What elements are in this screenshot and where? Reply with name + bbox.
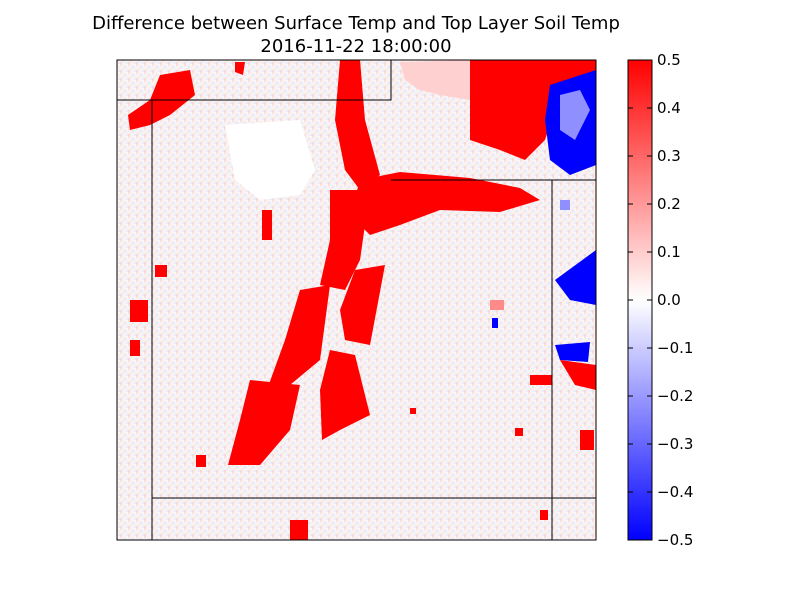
positive-patch bbox=[580, 430, 594, 450]
chart-title: Difference between Surface Temp and Top … bbox=[92, 13, 620, 34]
positive-patch bbox=[560, 360, 596, 390]
negative-patch bbox=[560, 200, 570, 210]
colorbar-tick-label: 0.3 bbox=[657, 147, 681, 165]
positive-patch bbox=[320, 190, 370, 290]
colorbar-tick-label: −0.3 bbox=[657, 435, 693, 453]
positive-patch bbox=[410, 408, 416, 414]
positive-patch bbox=[228, 380, 300, 465]
positive-patch bbox=[290, 520, 308, 540]
plot-frame bbox=[116, 59, 597, 541]
chart-subtitle: 2016-11-22 18:00:00 bbox=[260, 36, 452, 57]
positive-patch bbox=[335, 60, 380, 190]
colorbar-tick-label: −0.4 bbox=[657, 483, 693, 501]
colorbar-tick-label: −0.2 bbox=[657, 387, 693, 405]
colorbar-tick-label: 0.5 bbox=[657, 51, 681, 69]
positive-patch bbox=[530, 375, 552, 385]
colorbar-tick-label: −0.5 bbox=[657, 531, 693, 549]
near-zero-patch bbox=[225, 120, 315, 200]
colorbar-ticks: 0.5 0.4 0.3 0.2 0.1 0.0 −0.1 −0.2 −0.3 −0.4 −0.5 bbox=[628, 51, 693, 549]
positive-patch bbox=[515, 428, 523, 436]
negative-patch bbox=[560, 90, 590, 140]
positive-patch bbox=[262, 210, 272, 240]
colorbar-tick-label: 0.2 bbox=[657, 195, 681, 213]
colorbar-tick-label: 0.4 bbox=[657, 99, 681, 117]
positive-patch bbox=[340, 265, 385, 345]
positive-patch bbox=[235, 62, 245, 75]
colorbar-tick-label: 0.1 bbox=[657, 243, 681, 261]
colorbar-tick-label: 0.0 bbox=[657, 291, 681, 309]
region-boundaries bbox=[117, 60, 596, 540]
colorbar-tick-label: −0.1 bbox=[657, 339, 693, 357]
positive-patch bbox=[155, 265, 167, 277]
positive-patch bbox=[130, 340, 140, 356]
negative-patch bbox=[555, 342, 590, 362]
positive-patch bbox=[490, 300, 504, 310]
heatmap-field bbox=[117, 60, 596, 540]
negative-patch bbox=[492, 318, 498, 328]
positive-patch bbox=[320, 350, 370, 440]
positive-patch bbox=[130, 300, 148, 322]
positive-patch bbox=[540, 510, 548, 520]
positive-patch bbox=[196, 455, 206, 467]
positive-patch bbox=[350, 172, 540, 235]
negative-patch bbox=[555, 250, 596, 305]
positive-patch bbox=[400, 60, 470, 100]
positive-patch bbox=[265, 285, 330, 395]
